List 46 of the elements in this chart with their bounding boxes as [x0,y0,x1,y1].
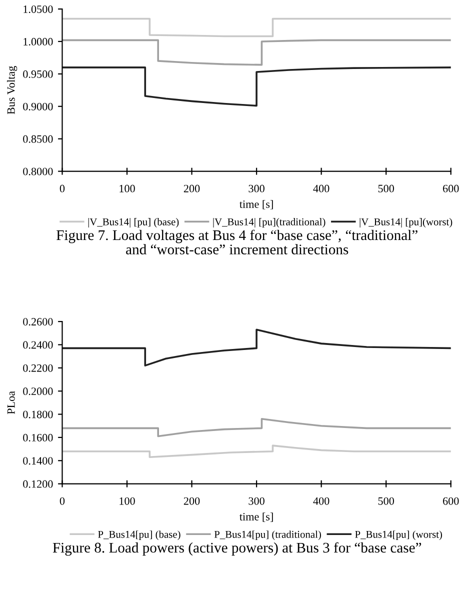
y-tick-label: 0.1600 [23,434,53,442]
x-tick-label: 0 [60,497,65,505]
y-tick-label: 0.9000 [23,102,53,110]
x-tick-label: 400 [313,497,330,505]
y-tick-label: 0.1200 [23,480,53,488]
x-axis-title: time [s] [240,200,273,210]
y-tick-label: 1.0000 [24,38,53,46]
legend-label: P_Bus14[pu] (base) [98,530,180,540]
x-tick-label: 0 [60,184,65,192]
y-tick-label: 0.2400 [23,341,53,349]
caption: Figure 7. Load voltages at Bus 4 for “base case”, “traditional” and “worst-case” increment directions [56,230,418,254]
y-axis-title: PLoa [7,391,15,414]
legend-label: P_Bus14[pu] (worst) [355,530,442,540]
y-tick-label: 0.8000 [23,168,53,176]
y-tick-label: 0.2600 [23,318,53,326]
line-series [62,328,451,366]
line-series [62,66,451,107]
y-tick-label: 1.0500 [24,5,53,14]
legend-label: |V_Bus14| [pu](worst) [360,218,452,228]
x-axis-title: time [s] [240,512,273,522]
line-series [62,18,451,38]
x-tick-label: 300 [248,184,264,192]
x-tick-label: 500 [378,184,394,192]
x-tick-label: 400 [313,184,330,192]
y-tick-label: 0.9500 [23,70,53,78]
x-tick-label: 500 [378,497,394,505]
caption: Figure 8. Load powers (active powers) at Bus 3 for “base case” [52,542,422,556]
line-series [62,444,451,458]
y-axis-title: Bus Voltag [6,66,18,114]
x-tick-label: 200 [184,497,200,505]
y-tick-label: 0.8500 [23,135,53,143]
x-tick-label: 300 [248,497,264,505]
y-tick-label: 0.2200 [23,364,53,372]
y-tick-label: 0.2000 [23,388,53,396]
y-tick-label: 0.1400 [23,457,53,465]
legend-label: |V_Bus14| [pu] (base) [88,218,179,228]
x-tick-label: 600 [443,497,459,505]
x-tick-label: 100 [120,497,135,505]
line-series [62,39,451,66]
x-tick-label: 100 [120,184,135,192]
x-tick-label: 200 [184,184,200,192]
legend-label: |V_Bus14| [pu](traditional) [213,218,326,228]
y-tick-label: 0.1800 [23,410,53,418]
line-series [62,418,451,438]
x-tick-label: 600 [443,184,459,192]
legend-label: P_Bus14[pu] (traditional) [214,530,321,540]
